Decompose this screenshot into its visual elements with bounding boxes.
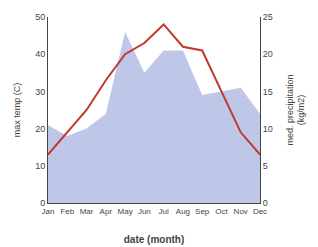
svg-text:5: 5: [263, 161, 268, 171]
svg-text:30: 30: [35, 87, 45, 97]
svg-text:20: 20: [35, 124, 45, 134]
svg-text:Jan: Jan: [42, 207, 55, 216]
svg-text:40: 40: [35, 49, 45, 59]
svg-text:Jul: Jul: [159, 207, 169, 216]
svg-text:Oct: Oct: [215, 207, 228, 216]
svg-text:Nov: Nov: [234, 207, 248, 216]
svg-text:Apr: Apr: [100, 207, 113, 216]
svg-text:10: 10: [35, 161, 45, 171]
svg-text:Feb: Feb: [60, 207, 74, 216]
svg-text:0: 0: [40, 198, 45, 208]
svg-text:date (month): date (month): [124, 234, 185, 245]
svg-text:20: 20: [263, 49, 273, 59]
svg-text:med. precipitation(kg/m2): med. precipitation(kg/m2): [285, 74, 307, 145]
svg-text:0: 0: [263, 198, 268, 208]
svg-text:50: 50: [35, 12, 45, 22]
svg-text:Mar: Mar: [80, 207, 94, 216]
svg-text:max temp (C): max temp (C): [12, 83, 22, 138]
svg-text:Dec: Dec: [253, 207, 267, 216]
svg-text:Jun: Jun: [138, 207, 151, 216]
svg-text:May: May: [118, 207, 133, 216]
svg-text:15: 15: [263, 87, 273, 97]
svg-text:Aug: Aug: [176, 207, 190, 216]
svg-text:25: 25: [263, 12, 273, 22]
svg-text:Sep: Sep: [195, 207, 210, 216]
svg-text:10: 10: [263, 124, 273, 134]
